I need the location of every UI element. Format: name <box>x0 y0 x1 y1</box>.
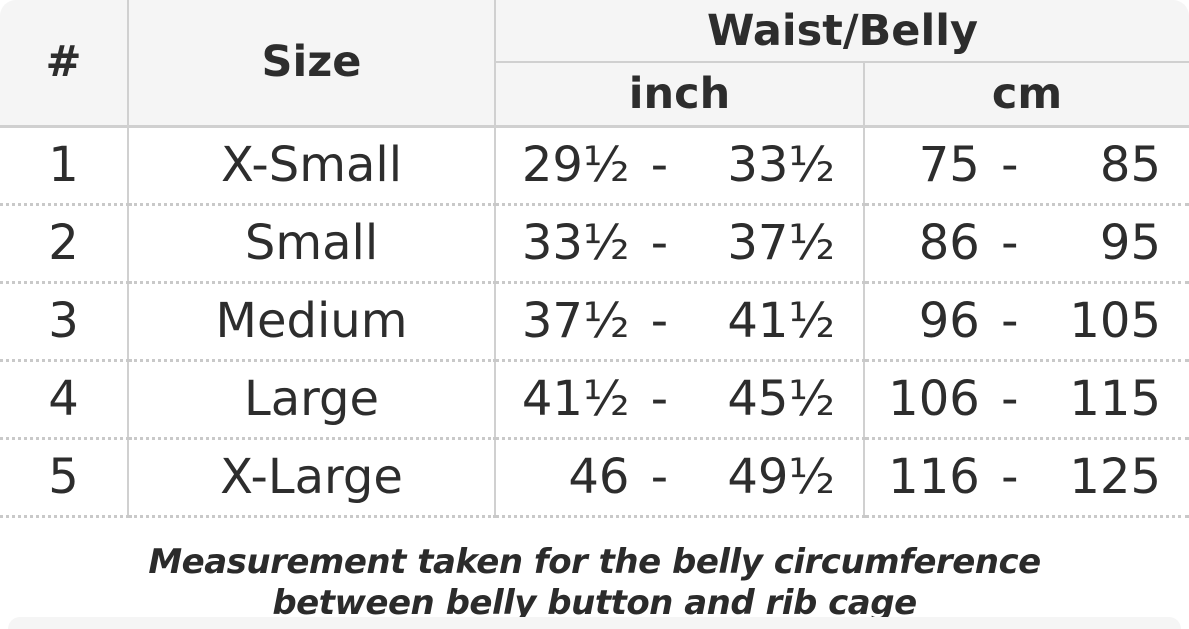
cm-max: 105 <box>1069 293 1161 349</box>
cm-max: 95 <box>1099 215 1161 271</box>
row-number: 5 <box>0 438 129 518</box>
inch-min: 41½ <box>521 371 630 427</box>
inch-range-cell: 33½ - 37½ <box>495 204 865 284</box>
inch-range-cell: 41½ - 45½ <box>495 360 865 440</box>
table-row: 1 X-Small 29½ - 33½ 75 - 85 <box>0 126 1189 206</box>
column-header-number: # <box>0 0 129 128</box>
row-number: 2 <box>0 204 129 284</box>
range-dash: - <box>650 137 669 193</box>
cm-min: 86 <box>918 215 980 271</box>
table-header: # Size Waist/Belly inch cm <box>0 0 1189 128</box>
column-group-header-waist-belly: Waist/Belly <box>495 0 1189 63</box>
range-dash: - <box>1001 449 1019 505</box>
range-dash: - <box>650 293 669 349</box>
inch-max: 37½ <box>727 215 835 271</box>
inch-max: 49½ <box>727 449 835 505</box>
measurement-note-line1: Measurement taken for the belly circumfe… <box>148 541 1041 582</box>
measurement-note-line2: between belly button and rib cage <box>272 582 917 623</box>
range-dash: - <box>1001 293 1019 349</box>
cm-range-cell: 106 - 115 <box>864 360 1189 440</box>
cm-min: 75 <box>918 137 980 193</box>
row-number: 3 <box>0 282 129 362</box>
cm-max: 85 <box>1099 137 1161 193</box>
size-chart-table: # Size Waist/Belly inch cm 1 X-Small 29½ <box>0 0 1189 518</box>
size-cell: X-Large <box>128 438 496 518</box>
inch-min: 33½ <box>521 215 630 271</box>
size-cell: Small <box>128 204 496 284</box>
range-dash: - <box>1001 371 1019 427</box>
cm-max: 115 <box>1069 371 1161 427</box>
cm-range-cell: 116 - 125 <box>864 438 1189 518</box>
inch-max: 33½ <box>727 137 835 193</box>
table-row: 5 X-Large 46 - 49½ 116 - 125 <box>0 438 1189 518</box>
inch-max: 41½ <box>727 293 835 349</box>
next-section-top-edge <box>8 617 1181 629</box>
inch-min: 29½ <box>521 137 630 193</box>
cm-min: 96 <box>918 293 980 349</box>
inch-max: 45½ <box>727 371 835 427</box>
size-cell: Large <box>128 360 496 440</box>
inch-min: 37½ <box>521 293 630 349</box>
size-chart-table-container: # Size Waist/Belly inch cm 1 X-Small 29½ <box>0 0 1189 518</box>
table-row: 3 Medium 37½ - 41½ 96 - 105 <box>0 282 1189 362</box>
column-header-cm: cm <box>864 62 1189 128</box>
row-number: 1 <box>0 126 129 206</box>
size-cell: Medium <box>128 282 496 362</box>
cm-max: 125 <box>1069 449 1161 505</box>
measurement-note: Measurement taken for the belly circumfe… <box>0 542 1189 624</box>
range-dash: - <box>650 371 669 427</box>
cm-range-cell: 96 - 105 <box>864 282 1189 362</box>
cm-range-cell: 75 - 85 <box>864 126 1189 206</box>
range-dash: - <box>1001 137 1019 193</box>
inch-range-cell: 46 - 49½ <box>495 438 865 518</box>
range-dash: - <box>650 215 669 271</box>
table-row: 4 Large 41½ - 45½ 106 - 115 <box>0 360 1189 440</box>
row-number: 4 <box>0 360 129 440</box>
cm-min: 116 <box>888 449 980 505</box>
column-header-size: Size <box>128 0 496 128</box>
inch-range-cell: 37½ - 41½ <box>495 282 865 362</box>
size-cell: X-Small <box>128 126 496 206</box>
range-dash: - <box>650 449 669 505</box>
table-body: 1 X-Small 29½ - 33½ 75 - 85 <box>0 126 1189 518</box>
column-header-inch: inch <box>495 62 865 128</box>
inch-range-cell: 29½ - 33½ <box>495 126 865 206</box>
cm-min: 106 <box>888 371 980 427</box>
inch-min: 46 <box>568 449 630 505</box>
table-row: 2 Small 33½ - 37½ 86 - 95 <box>0 204 1189 284</box>
cm-range-cell: 86 - 95 <box>864 204 1189 284</box>
range-dash: - <box>1001 215 1019 271</box>
